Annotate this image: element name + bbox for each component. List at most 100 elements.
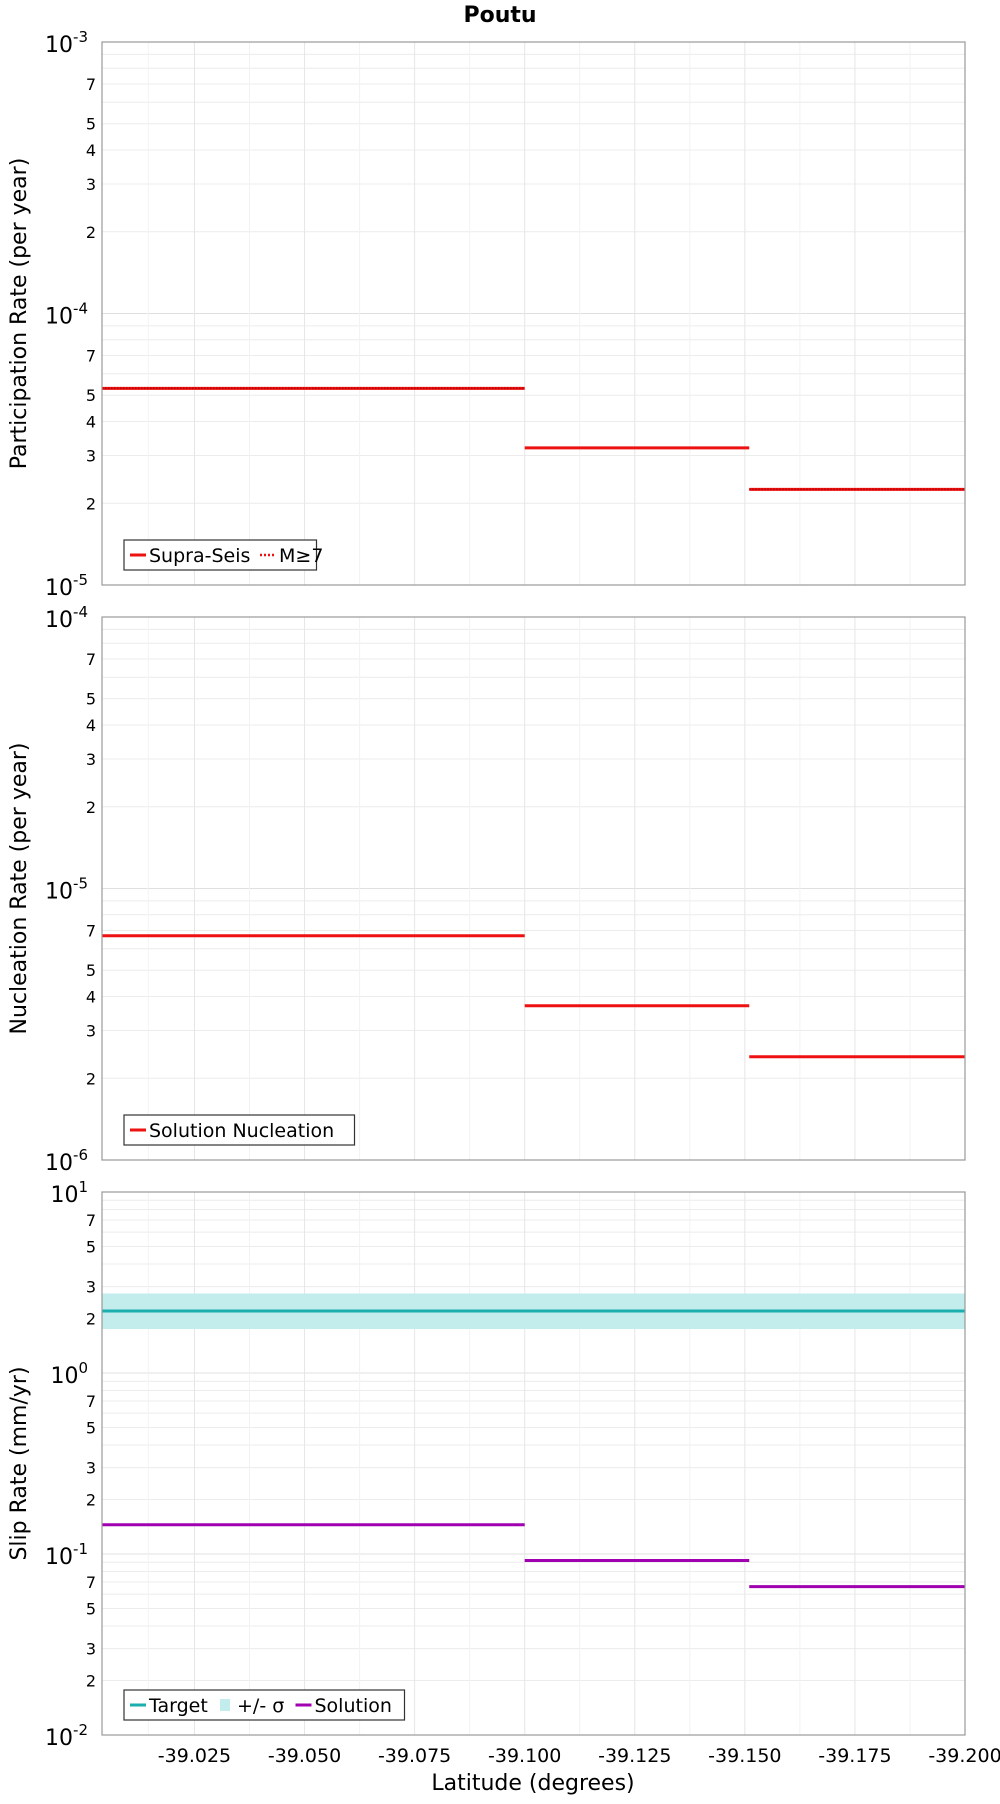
y-tick-label-minor: 4 xyxy=(86,141,96,160)
y-tick-label-minor: 5 xyxy=(86,1237,96,1256)
y-tick-label: 101 xyxy=(50,1178,88,1208)
plot-area xyxy=(102,1192,965,1735)
legend-box xyxy=(123,1114,356,1146)
legend-label: Supra-Seis xyxy=(149,545,250,567)
y-tick-base: 10 xyxy=(45,608,73,633)
y-tick-label-minor: 3 xyxy=(86,1021,96,1040)
y-axis-label: Nucleation Rate (per year) xyxy=(7,743,32,1035)
y-tick-exponent: -4 xyxy=(73,300,88,318)
x-tick-label: -39.100 xyxy=(488,1745,561,1767)
y-tick-label: 10-4 xyxy=(45,603,88,633)
y-tick-label-minor: 3 xyxy=(86,1640,96,1659)
y-tick-base: 10 xyxy=(45,1545,73,1570)
y-tick-label-minor: 7 xyxy=(86,1392,96,1411)
y-tick-base: 10 xyxy=(45,33,73,58)
grid xyxy=(102,41,966,586)
y-tick-base: 10 xyxy=(45,576,73,601)
chart-title: Poutu xyxy=(463,3,536,28)
y-tick-label-minor: 5 xyxy=(86,961,96,980)
y-tick-exponent: -4 xyxy=(73,603,88,621)
legend-label: M≥7 xyxy=(279,545,323,567)
x-tick-label: -39.050 xyxy=(268,1745,341,1767)
y-tick-label-minor: 2 xyxy=(86,1310,96,1329)
y-tick-label-minor: 4 xyxy=(86,988,96,1007)
series-solution xyxy=(102,1523,965,1589)
y-tick-label-minor: 2 xyxy=(86,1069,96,1088)
y-tick-label-minor: 2 xyxy=(86,798,96,817)
y-tick-label: 10-1 xyxy=(45,1540,88,1570)
y-tick-label-minor: 3 xyxy=(86,1278,96,1297)
legend-swatch xyxy=(220,1699,230,1711)
legend: Supra-Seis M≥7 xyxy=(123,539,323,571)
legend: Solution Nucleation xyxy=(123,1114,356,1146)
y-tick-base: 10 xyxy=(50,1364,78,1389)
y-tick-exponent: -5 xyxy=(73,875,88,893)
x-axis-label: Latitude (degrees) xyxy=(431,1771,634,1796)
y-tick-base: 10 xyxy=(45,1151,73,1176)
x-tick-label: -39.150 xyxy=(708,1745,781,1767)
legend: Target +/- σ Solution xyxy=(123,1689,406,1721)
y-tick-exponent: -3 xyxy=(73,28,88,46)
y-tick-label-minor: 5 xyxy=(86,1418,96,1437)
y-tick-label-minor: 7 xyxy=(86,1211,96,1230)
y-tick-base: 10 xyxy=(45,305,73,330)
y-tick-label-minor: 2 xyxy=(86,494,96,513)
y-axis-label: Slip Rate (mm/yr) xyxy=(7,1366,32,1560)
y-tick-label-minor: 5 xyxy=(86,115,96,134)
y-axis-label: Participation Rate (per year) xyxy=(7,158,32,470)
legend-box xyxy=(123,539,318,571)
y-tick-label-minor: 2 xyxy=(86,223,96,242)
y-tick-label: 10-3 xyxy=(45,28,88,58)
y-tick-label-minor: 7 xyxy=(86,1573,96,1592)
grid xyxy=(102,616,966,1161)
x-tick-label: -39.025 xyxy=(158,1745,231,1767)
y-tick-label-minor: 7 xyxy=(86,75,96,94)
grid xyxy=(102,1191,966,1736)
y-tick-exponent: 1 xyxy=(78,1178,88,1196)
y-tick-label-minor: 4 xyxy=(86,413,96,432)
y-tick-label-minor: 3 xyxy=(86,1459,96,1478)
y-tick-exponent: -1 xyxy=(73,1540,88,1558)
y-tick-label-minor: 4 xyxy=(86,716,96,735)
y-tick-base: 10 xyxy=(45,880,73,905)
y-tick-base: 10 xyxy=(50,1183,78,1208)
y-tick-label-minor: 2 xyxy=(86,1672,96,1691)
x-tick-label: -39.125 xyxy=(598,1745,671,1767)
y-tick-label-minor: 3 xyxy=(86,750,96,769)
legend-label: Solution Nucleation xyxy=(149,1120,334,1142)
y-tick-label-minor: 2 xyxy=(86,1491,96,1510)
y-tick-label: 100 xyxy=(50,1359,88,1389)
y-tick-exponent: 0 xyxy=(78,1359,88,1377)
plot-frame xyxy=(101,1191,966,1736)
y-tick-label: 10-4 xyxy=(45,300,88,330)
y-tick-label-minor: 7 xyxy=(86,922,96,941)
plot-frame xyxy=(101,41,966,586)
y-tick-exponent: -6 xyxy=(73,1146,88,1164)
y-tick-label-minor: 7 xyxy=(86,347,96,366)
legend-label: Solution xyxy=(315,1695,392,1717)
y-tick-label-minor: 5 xyxy=(86,386,96,405)
y-tick-label-minor: 7 xyxy=(86,650,96,669)
y-tick-exponent: -2 xyxy=(73,1721,88,1739)
series-m-7 xyxy=(102,387,965,491)
x-tick-label: -39.075 xyxy=(378,1745,451,1767)
y-tick-label-minor: 3 xyxy=(86,446,96,465)
legend-label: Target xyxy=(148,1695,208,1717)
y-tick-exponent: -5 xyxy=(73,571,88,589)
y-tick-label-minor: 5 xyxy=(86,1599,96,1618)
y-tick-label-minor: 5 xyxy=(86,690,96,709)
y-tick-base: 10 xyxy=(45,1726,73,1751)
x-tick-label: -39.175 xyxy=(818,1745,891,1767)
series-solution-nucleation xyxy=(102,934,965,1059)
y-tick-label: 10-6 xyxy=(45,1146,88,1176)
y-tick-label: 10-5 xyxy=(45,875,88,905)
legend-label: +/- σ xyxy=(237,1695,284,1717)
y-tick-label: 10-5 xyxy=(45,571,88,601)
plot-frame xyxy=(101,616,966,1161)
y-tick-label-minor: 3 xyxy=(86,175,96,194)
